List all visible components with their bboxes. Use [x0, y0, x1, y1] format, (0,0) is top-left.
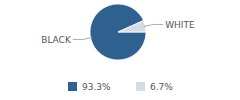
legend-label: 6.7%: [150, 82, 173, 92]
pie-slice: [118, 21, 146, 32]
pie-slice: [90, 4, 146, 60]
chart: BLACK WHITE 93.3% 6.7%: [0, 0, 240, 100]
pie: BLACK WHITE: [41, 4, 195, 60]
slice-label: BLACK: [41, 35, 72, 45]
legend: 93.3% 6.7%: [68, 82, 173, 92]
leader-line: [73, 37, 93, 39]
legend-swatch: [68, 82, 77, 91]
leader-line: [143, 24, 163, 26]
legend-swatch: [136, 82, 145, 91]
legend-label: 93.3%: [82, 82, 111, 92]
slice-label: WHITE: [165, 20, 195, 30]
